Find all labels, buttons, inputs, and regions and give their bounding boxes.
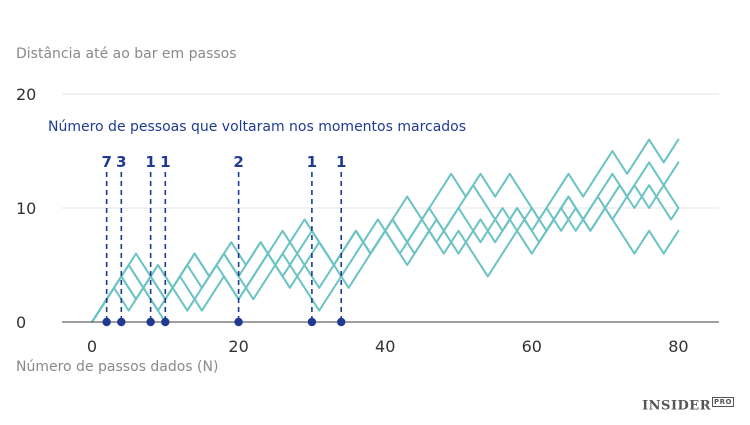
return-count-8: 1 <box>145 153 155 171</box>
return-dot-8 <box>146 317 155 327</box>
y-tick-10: 10 <box>16 199 36 218</box>
brand-name: INSIDER <box>642 398 712 413</box>
x-tick-60: 60 <box>522 337 542 356</box>
return-dot-20 <box>234 317 243 327</box>
return-count-2: 7 <box>101 153 111 171</box>
x-tick-20: 20 <box>228 337 248 356</box>
gridlines <box>62 93 719 209</box>
series-line-walk-6 <box>91 184 680 323</box>
y-tick-labels: 0 10 20 <box>16 85 36 332</box>
y-tick-20: 20 <box>16 85 36 104</box>
annotation-title: Número de pessoas que voltaram nos momen… <box>48 119 466 135</box>
return-count-34: 1 <box>336 153 346 171</box>
return-count-4: 3 <box>116 153 126 171</box>
return-count-10: 1 <box>160 153 170 171</box>
x-tick-labels: 0 20 40 60 80 <box>87 337 689 356</box>
return-dot-34 <box>337 317 346 327</box>
series-line-walk-4 <box>91 184 680 323</box>
return-dot-10 <box>161 317 170 327</box>
series-group <box>91 138 680 323</box>
return-dot-2 <box>102 317 111 327</box>
return-count-20: 2 <box>233 153 243 171</box>
x-tick-0: 0 <box>87 337 97 356</box>
return-count-30: 1 <box>307 153 317 171</box>
return-dot-30 <box>307 317 317 327</box>
x-tick-80: 80 <box>668 337 688 356</box>
return-dot-4 <box>117 317 126 327</box>
brand-logo: INSIDER PRO <box>642 396 734 413</box>
series-line-walk-1 <box>91 264 167 323</box>
brand-suffix: PRO <box>712 396 734 407</box>
x-tick-40: 40 <box>375 337 395 356</box>
series-line-walk-5 <box>91 184 680 323</box>
x-axis-title: Número de passos dados (N) <box>16 359 218 375</box>
y-tick-0: 0 <box>16 313 26 332</box>
y-axis-title: Distância até ao bar em passos <box>16 46 237 62</box>
